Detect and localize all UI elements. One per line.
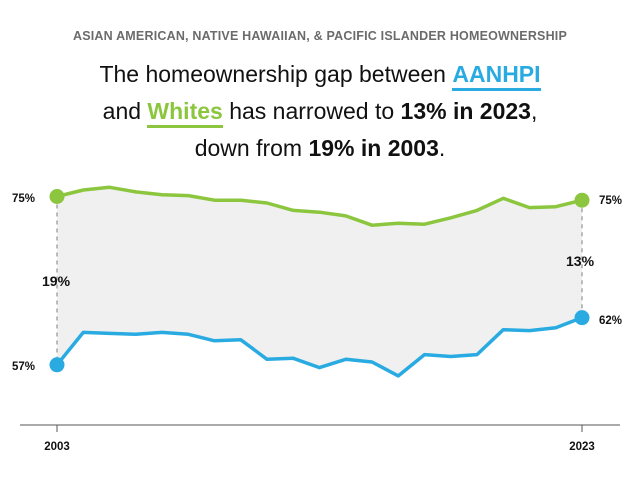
series-line-whites xyxy=(55,185,584,227)
headline-text-6: . xyxy=(438,135,446,161)
point-aanhpi-2003 xyxy=(49,357,65,373)
headline-gap-then: 19% in 2003 xyxy=(308,135,439,161)
label-whites-end: 75% xyxy=(599,195,622,207)
point-whites-2003 xyxy=(49,189,65,204)
headline-text-3: has narrowed to xyxy=(222,98,401,124)
headline-aanhpi: AANHPI xyxy=(452,61,541,91)
label-aanhpi-start: 57% xyxy=(12,361,35,373)
headline-whites: Whites xyxy=(147,98,223,128)
gap-area xyxy=(57,187,582,376)
x-tick-label-2003: 2003 xyxy=(44,441,70,453)
point-whites-2023 xyxy=(574,192,590,208)
headline-text-5: down from xyxy=(194,135,309,161)
headline-text-4: , xyxy=(530,98,538,124)
gap-label-start: 19% xyxy=(42,273,71,289)
label-whites-start: 75% xyxy=(12,193,35,205)
label-aanhpi-end: 62% xyxy=(599,315,622,327)
series-line-aanhpi xyxy=(55,315,584,378)
chart-kicker: ASIAN AMERICAN, NATIVE HAWAIIAN, & PACIF… xyxy=(72,29,568,43)
headline-line-1: The homeownership gap between AANHPI xyxy=(0,56,640,93)
headline-gap-now: 13% in 2023 xyxy=(400,98,531,124)
headline-line-2: and Whites has narrowed to 13% in 2023, xyxy=(0,93,640,130)
gap-label-end: 13% xyxy=(566,253,595,269)
headline-text-2: and xyxy=(102,98,148,124)
headline-text-1: The homeownership gap between xyxy=(99,61,453,87)
x-tick-label-2023: 2023 xyxy=(569,441,595,453)
point-aanhpi-2023 xyxy=(574,310,590,326)
headline-line-3: down from 19% in 2003. xyxy=(0,130,640,167)
chart-headline: The homeownership gap between AANHPI and… xyxy=(0,56,640,167)
